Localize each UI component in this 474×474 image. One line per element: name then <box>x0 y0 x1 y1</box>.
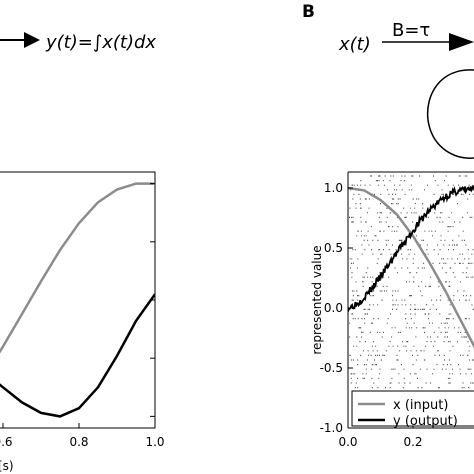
recurrent-weight-label: B=τ <box>392 20 430 41</box>
legend-label-input: x (input) <box>393 398 448 413</box>
integral-equation: y(t)=∫x(t)dx <box>45 32 156 53</box>
plot-a-xtick-label: 0.6 <box>0 435 13 449</box>
recurrent-loop-arc <box>426 69 474 159</box>
plot-b-ytick-label: -0.5 <box>320 361 343 375</box>
plot-a-xlabel-fragment: [s) <box>0 459 14 473</box>
plot-a-xtick-label: 0.8 <box>69 435 88 449</box>
left-integrator-diagram: y(t)=∫x(t)dx <box>0 32 156 53</box>
plot-a: 0.6 0.8 1.0 [s) <box>0 171 165 473</box>
plot-a-series-0 <box>0 182 155 354</box>
plot-a-xtick-label: 1.0 <box>145 435 164 449</box>
plot-b-xtick-label: 0.2 <box>403 435 422 449</box>
spike-raster-background <box>349 175 474 412</box>
panel-b-label: B <box>302 2 315 22</box>
plot-b-ylabel: represented value <box>310 245 324 354</box>
input-arrow-head-icon <box>449 33 474 51</box>
right-recurrent-diagram: x(t) B=τ <box>338 20 474 159</box>
plot-a-x-axis: 0.6 0.8 1.0 <box>0 183 165 449</box>
plot-a-series-group <box>0 182 155 418</box>
legend-label-output: y (output) <box>393 414 458 429</box>
plot-b: 1.0 0.5 0.0 -0.5 -1.0 0.0 0.2 represented val… <box>310 171 474 449</box>
plot-b-ytick-label: 0.0 <box>324 301 343 315</box>
left-arrow-head-icon <box>24 32 40 48</box>
input-signal-label: x(t) <box>338 34 371 55</box>
plot-a-series-1 <box>0 293 155 418</box>
plot-b-ytick-label: 1.0 <box>324 181 343 195</box>
plot-b-series-group <box>348 184 474 349</box>
plot-b-y-axis: 1.0 0.5 0.0 -0.5 -1.0 <box>320 181 353 435</box>
plot-b-series-input <box>348 186 474 349</box>
plot-b-xtick-label: 0.0 <box>338 435 357 449</box>
plot-b-legend: x (input) y (output) <box>351 390 474 429</box>
plot-b-ytick-label: -1.0 <box>320 421 343 435</box>
plot-b-x-axis: 0.0 0.2 <box>338 423 423 449</box>
plot-a-frame <box>0 171 156 429</box>
plot-b-series-output <box>348 184 474 312</box>
plot-b-ytick-label: 0.5 <box>324 241 343 255</box>
